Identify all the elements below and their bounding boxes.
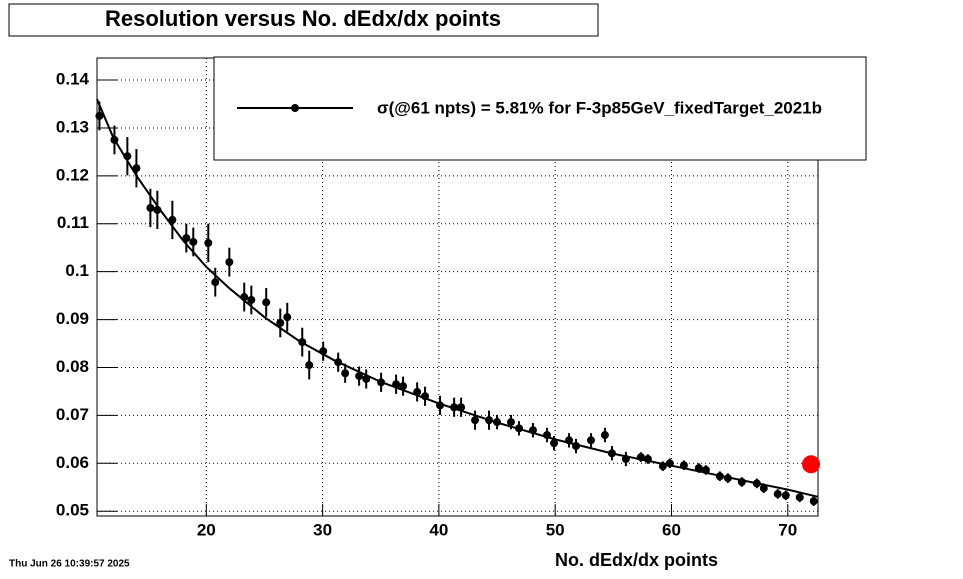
data-point bbox=[543, 431, 552, 440]
data-point bbox=[607, 449, 616, 458]
data-point bbox=[636, 453, 645, 462]
data-point bbox=[283, 313, 292, 322]
data-point bbox=[421, 392, 430, 401]
y-tick-label: 0.05 bbox=[56, 501, 89, 520]
data-point bbox=[341, 369, 350, 378]
data-point bbox=[457, 403, 466, 412]
data-point bbox=[515, 424, 524, 433]
data-point bbox=[240, 293, 249, 302]
y-tick-label: 0.08 bbox=[56, 357, 89, 376]
data-point bbox=[643, 454, 652, 463]
y-tick-label: 0.09 bbox=[56, 309, 89, 328]
data-point bbox=[550, 439, 559, 448]
data-point bbox=[493, 418, 502, 427]
data-point bbox=[355, 372, 364, 381]
data-point bbox=[377, 378, 386, 387]
data-point bbox=[182, 234, 191, 243]
y-tick-label: 0.14 bbox=[56, 70, 90, 89]
title-box bbox=[8, 3, 599, 37]
data-point bbox=[773, 489, 782, 498]
data-point bbox=[809, 497, 818, 506]
data-point bbox=[781, 491, 790, 500]
data-point bbox=[413, 387, 422, 396]
data-point bbox=[211, 278, 220, 287]
timestamp: Thu Jun 26 10:39:57 2025 bbox=[9, 559, 130, 570]
data-point bbox=[95, 111, 104, 120]
data-point bbox=[587, 436, 596, 445]
y-tick-label: 0.11 bbox=[57, 213, 89, 232]
data-point bbox=[168, 215, 177, 224]
data-point bbox=[436, 401, 445, 410]
legend-marker bbox=[291, 104, 299, 112]
data-point bbox=[305, 361, 314, 370]
x-tick-label: 40 bbox=[429, 520, 448, 539]
data-point bbox=[399, 382, 408, 391]
data-point bbox=[204, 238, 213, 247]
data-point bbox=[123, 152, 132, 161]
data-point bbox=[759, 484, 768, 493]
data-point bbox=[485, 416, 494, 425]
data-point bbox=[506, 418, 515, 427]
data-point bbox=[471, 416, 480, 425]
legend-label: σ(@61 npts) = 5.81% for F-3p85GeV_fixedT… bbox=[377, 98, 822, 117]
data-point bbox=[225, 258, 234, 267]
data-point bbox=[262, 298, 271, 307]
data-point bbox=[658, 462, 667, 471]
y-tick-label: 0.12 bbox=[56, 165, 89, 184]
y-tick-label: 0.1 bbox=[65, 261, 89, 280]
data-point bbox=[701, 466, 710, 475]
y-tick-label: 0.06 bbox=[56, 453, 89, 472]
data-point bbox=[132, 164, 141, 173]
data-point bbox=[600, 431, 609, 440]
x-tick-label: 70 bbox=[778, 520, 797, 539]
data-point bbox=[565, 436, 574, 445]
data-point bbox=[621, 454, 630, 463]
chart-title: Resolution versus No. dEdx/dx points bbox=[105, 6, 501, 31]
data-point bbox=[752, 479, 761, 488]
data-point bbox=[110, 135, 119, 144]
data-point bbox=[189, 237, 198, 246]
data-point bbox=[715, 472, 724, 481]
y-tick-label: 0.13 bbox=[56, 117, 89, 136]
data-point bbox=[146, 203, 155, 212]
x-tick-label: 30 bbox=[313, 520, 332, 539]
data-point bbox=[334, 358, 343, 367]
y-tick-label: 0.07 bbox=[56, 405, 89, 424]
data-point bbox=[737, 477, 746, 486]
x-tick-label: 20 bbox=[197, 520, 216, 539]
data-point bbox=[450, 403, 459, 412]
highlight-point bbox=[802, 455, 821, 474]
data-point bbox=[528, 426, 537, 435]
data-point bbox=[679, 461, 688, 470]
data-point bbox=[276, 318, 285, 327]
data-point bbox=[694, 464, 703, 473]
data-point bbox=[392, 380, 401, 389]
data-point bbox=[298, 338, 307, 347]
data-point bbox=[795, 493, 804, 502]
x-axis-label: No. dEdx/dx points bbox=[555, 550, 718, 570]
data-point bbox=[319, 347, 328, 356]
data-point bbox=[247, 295, 256, 304]
data-point bbox=[362, 374, 371, 383]
x-tick-label: 60 bbox=[662, 520, 681, 539]
data-point bbox=[153, 205, 162, 214]
data-point bbox=[665, 459, 674, 468]
x-tick-label: 50 bbox=[546, 520, 565, 539]
data-point bbox=[723, 474, 732, 483]
data-point bbox=[571, 442, 580, 451]
